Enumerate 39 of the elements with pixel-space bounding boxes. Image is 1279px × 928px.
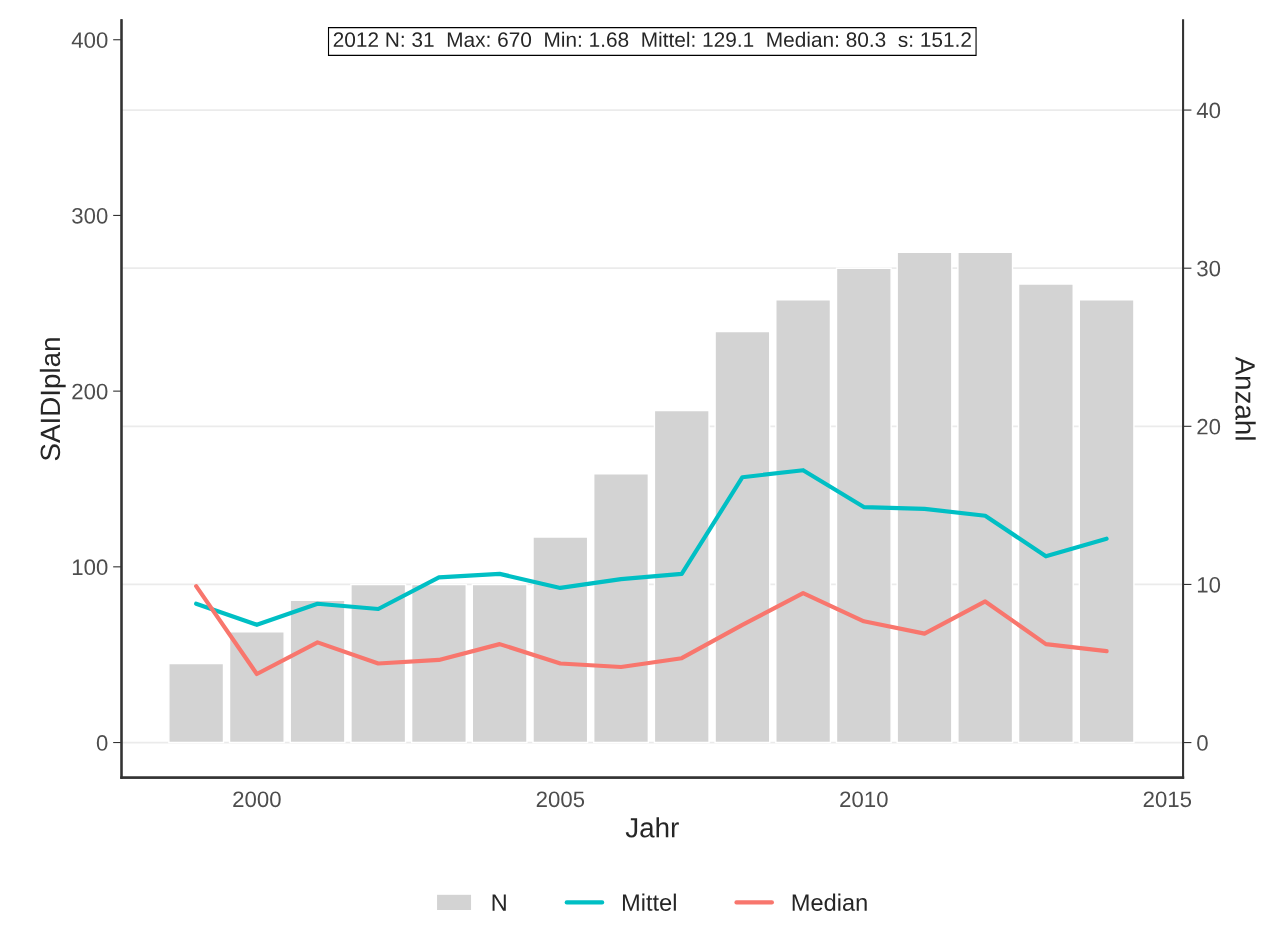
y-tick-label: 300	[72, 207, 108, 224]
legend-label: N	[492, 894, 506, 911]
y-tick-label: 200	[72, 383, 108, 400]
y2-tick-label: 10	[1197, 576, 1221, 593]
bar	[593, 473, 650, 744]
bar	[835, 267, 892, 744]
bar	[957, 251, 1014, 744]
y2-tick-label: 0	[1197, 735, 1208, 751]
y2-tick-label: 30	[1197, 260, 1221, 277]
bar	[1078, 299, 1135, 744]
y2-tick-label: 20	[1197, 418, 1221, 435]
bar	[775, 299, 832, 744]
bar	[228, 631, 285, 744]
y2-tick-label: 40	[1196, 102, 1221, 119]
x-axis-title: Jahr	[625, 817, 679, 838]
bar	[410, 583, 467, 744]
bar	[1017, 283, 1074, 744]
y-tick-label: 400	[71, 32, 108, 49]
legend-label: Mittel	[622, 893, 676, 911]
line-series	[194, 584, 1109, 677]
x-tick-label: 2000	[233, 791, 281, 808]
legend-label: Median	[792, 893, 867, 911]
line-series	[194, 468, 1109, 627]
y-axis-title: SAIDIplan	[39, 338, 66, 461]
bar	[289, 599, 346, 744]
y-tick-label: 100	[72, 559, 108, 576]
bar	[714, 330, 771, 744]
bar	[532, 536, 589, 744]
bar	[168, 662, 225, 744]
bar	[896, 251, 953, 744]
bar	[350, 583, 407, 744]
x-tick-label: 2010	[840, 791, 888, 808]
bar	[471, 583, 528, 744]
annotation: 2012 N: 31 Max: 670 Min: 1.68 Mittel: 129.1 Median: 80.3 s: 151.2	[333, 31, 971, 48]
bar	[653, 409, 710, 744]
y2-axis-title: Anzahl	[1235, 356, 1256, 440]
x-tick-label: 2005	[536, 791, 585, 808]
y-tick-label: 0	[96, 735, 108, 751]
x-tick-label: 2015	[1143, 791, 1192, 808]
